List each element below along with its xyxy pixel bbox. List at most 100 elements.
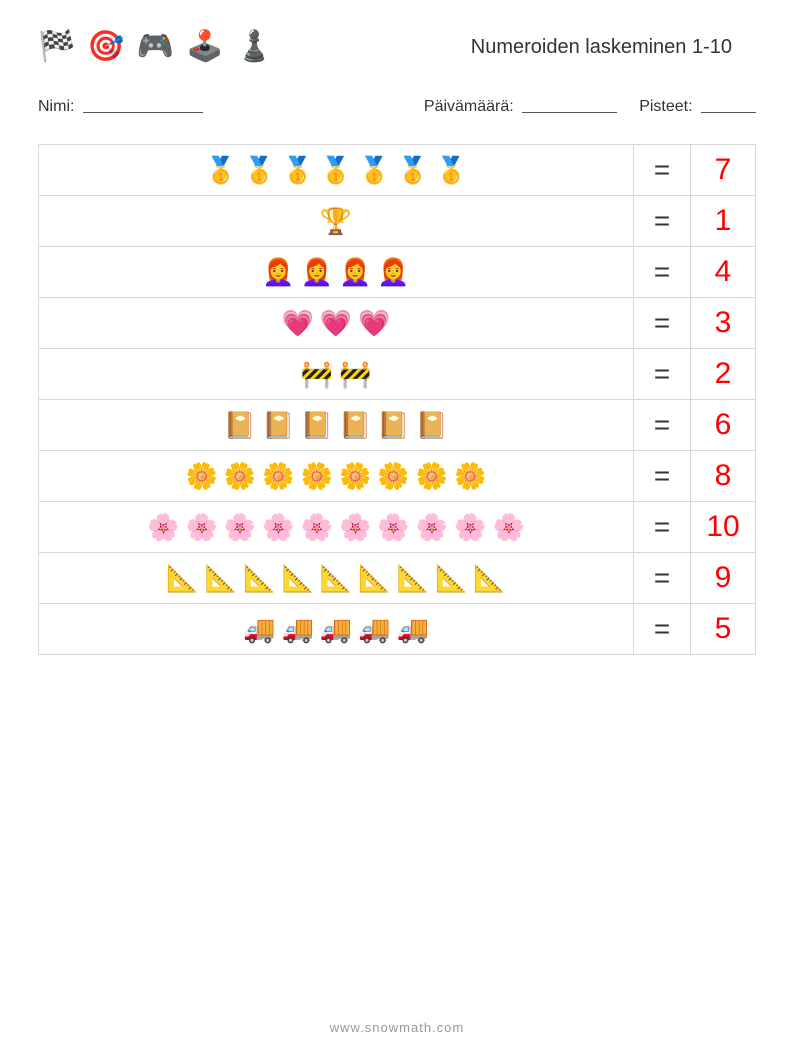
answer-cell[interactable]: 4	[691, 247, 756, 297]
table-row: 🏆 = 1	[39, 196, 756, 247]
count-icon: 🌼	[339, 461, 371, 492]
score-label: Pisteet:	[639, 98, 692, 115]
info-row: Nimi: Päivämäärä: Pisteet:	[38, 98, 756, 116]
count-icon: 🌸	[301, 512, 333, 543]
answer-value: 2	[715, 357, 732, 391]
icon-cell: 🚧🚧	[39, 349, 634, 399]
icon-cell: 🌼🌼🌼🌼🌼🌼🌼🌼	[39, 451, 634, 501]
count-icon: 📔	[339, 410, 371, 441]
count-icon: 🌸	[454, 512, 486, 543]
table-row: 🌸🌸🌸🌸🌸🌸🌸🌸🌸🌸=10	[39, 502, 756, 553]
equals-cell: =	[634, 247, 691, 297]
count-icon: 📔	[377, 410, 409, 441]
answer-cell[interactable]: 9	[691, 553, 756, 603]
equals-cell: =	[634, 604, 691, 654]
answer-value: 3	[715, 306, 732, 340]
count-icon: 🏆	[320, 206, 352, 237]
count-icon: 🥇	[243, 155, 275, 186]
page-title: Numeroiden laskeminen 1-10	[471, 36, 756, 59]
count-icon: 📐	[281, 563, 313, 594]
equals-cell: =	[634, 502, 691, 552]
equals-cell: =	[634, 553, 691, 603]
table-row: 🥇🥇🥇🥇🥇🥇🥇=7	[39, 145, 756, 196]
page-header: 🏁 🎯 🎮 🕹️ ♟️ Numeroiden laskeminen 1-10	[38, 24, 756, 70]
answer-cell[interactable]: 8	[691, 451, 756, 501]
icon-cell: 📔📔📔📔📔📔	[39, 400, 634, 450]
answer-cell[interactable]: 7	[691, 145, 756, 195]
count-icon: 🌸	[224, 512, 256, 543]
answer-value: 5	[715, 612, 732, 646]
icon-cell: 📐📐📐📐📐📐📐📐📐	[39, 553, 634, 603]
answer-cell[interactable]: 3	[691, 298, 756, 348]
table-row: 🚧🚧=2	[39, 349, 756, 400]
answer-value: 4	[715, 255, 732, 289]
count-icon: 🥇	[281, 155, 313, 186]
count-icon: 🌼	[416, 461, 448, 492]
table-row: 💗💗💗= 3	[39, 298, 756, 349]
date-blank[interactable]	[522, 112, 617, 113]
count-icon: 📐	[205, 563, 237, 594]
count-icon: 🌼	[454, 461, 486, 492]
count-icon: 🌸	[493, 512, 525, 543]
answer-cell[interactable]: 5	[691, 604, 756, 654]
gamepad-icon: 🎮	[137, 32, 174, 62]
count-icon: 🚚	[281, 614, 313, 645]
count-icon: 🌼	[224, 461, 256, 492]
count-icon: 🚧	[301, 359, 333, 390]
chess-icon: ♟️	[235, 32, 272, 62]
equals-cell: =	[634, 298, 691, 348]
count-icon: 📐	[473, 563, 505, 594]
count-icon: 🥇	[358, 155, 390, 186]
count-icon: 🥇	[397, 155, 429, 186]
count-icon: 🚧	[339, 359, 371, 390]
flag-icon: 🏁	[38, 32, 75, 62]
count-icon: 🚚	[320, 614, 352, 645]
table-row: 📔📔📔📔📔📔=6	[39, 400, 756, 451]
worksheet-page: 🏁 🎯 🎮 🕹️ ♟️ Numeroiden laskeminen 1-10 N…	[0, 0, 794, 655]
score-blank[interactable]	[701, 112, 756, 113]
answer-cell[interactable]: 10	[691, 502, 756, 552]
answer-value: 9	[715, 561, 732, 595]
table-row: 👩‍🦰👩‍🦰👩‍🦰👩‍🦰=4	[39, 247, 756, 298]
icon-cell: 💗💗💗	[39, 298, 634, 348]
count-icon: 📐	[397, 563, 429, 594]
count-icon: 🌼	[262, 461, 294, 492]
name-label: Nimi:	[38, 98, 74, 115]
count-icon: 📐	[320, 563, 352, 594]
count-icon: 🚚	[243, 614, 275, 645]
answer-cell[interactable]: 6	[691, 400, 756, 450]
count-icon: 🥇	[320, 155, 352, 186]
count-icon: 📔	[301, 410, 333, 441]
date-label: Päivämäärä:	[424, 98, 514, 115]
date-field: Päivämäärä:	[424, 98, 617, 116]
count-icon: 📐	[243, 563, 275, 594]
joystick-icon: 🕹️	[186, 32, 223, 62]
icon-cell: 🥇🥇🥇🥇🥇🥇🥇	[39, 145, 634, 195]
count-icon: 🌼	[377, 461, 409, 492]
count-icon: 📔	[224, 410, 256, 441]
name-field: Nimi:	[38, 98, 203, 116]
score-field: Pisteet:	[639, 98, 756, 116]
count-icon: 📐	[358, 563, 390, 594]
answer-cell[interactable]: 1	[691, 196, 756, 246]
count-icon: 💗	[358, 308, 390, 339]
name-blank[interactable]	[83, 112, 203, 113]
table-row: 📐📐📐📐📐📐📐📐📐= 9	[39, 553, 756, 604]
count-icon: 🥇	[205, 155, 237, 186]
count-icon: 📔	[262, 410, 294, 441]
icon-cell: 🏆	[39, 196, 634, 246]
count-icon: 🌸	[416, 512, 448, 543]
table-row: 🌼🌼🌼🌼🌼🌼🌼🌼=8	[39, 451, 756, 502]
count-icon: 🌸	[147, 512, 179, 543]
count-icon: 🌸	[186, 512, 218, 543]
equals-cell: =	[634, 400, 691, 450]
equals-cell: =	[634, 349, 691, 399]
count-icon: 🚚	[397, 614, 429, 645]
count-icon: 🥇	[435, 155, 467, 186]
equals-cell: =	[634, 196, 691, 246]
count-icon: 🚚	[358, 614, 390, 645]
answer-value: 1	[715, 204, 732, 238]
equals-cell: =	[634, 145, 691, 195]
answer-cell[interactable]: 2	[691, 349, 756, 399]
count-icon: 💗	[320, 308, 352, 339]
